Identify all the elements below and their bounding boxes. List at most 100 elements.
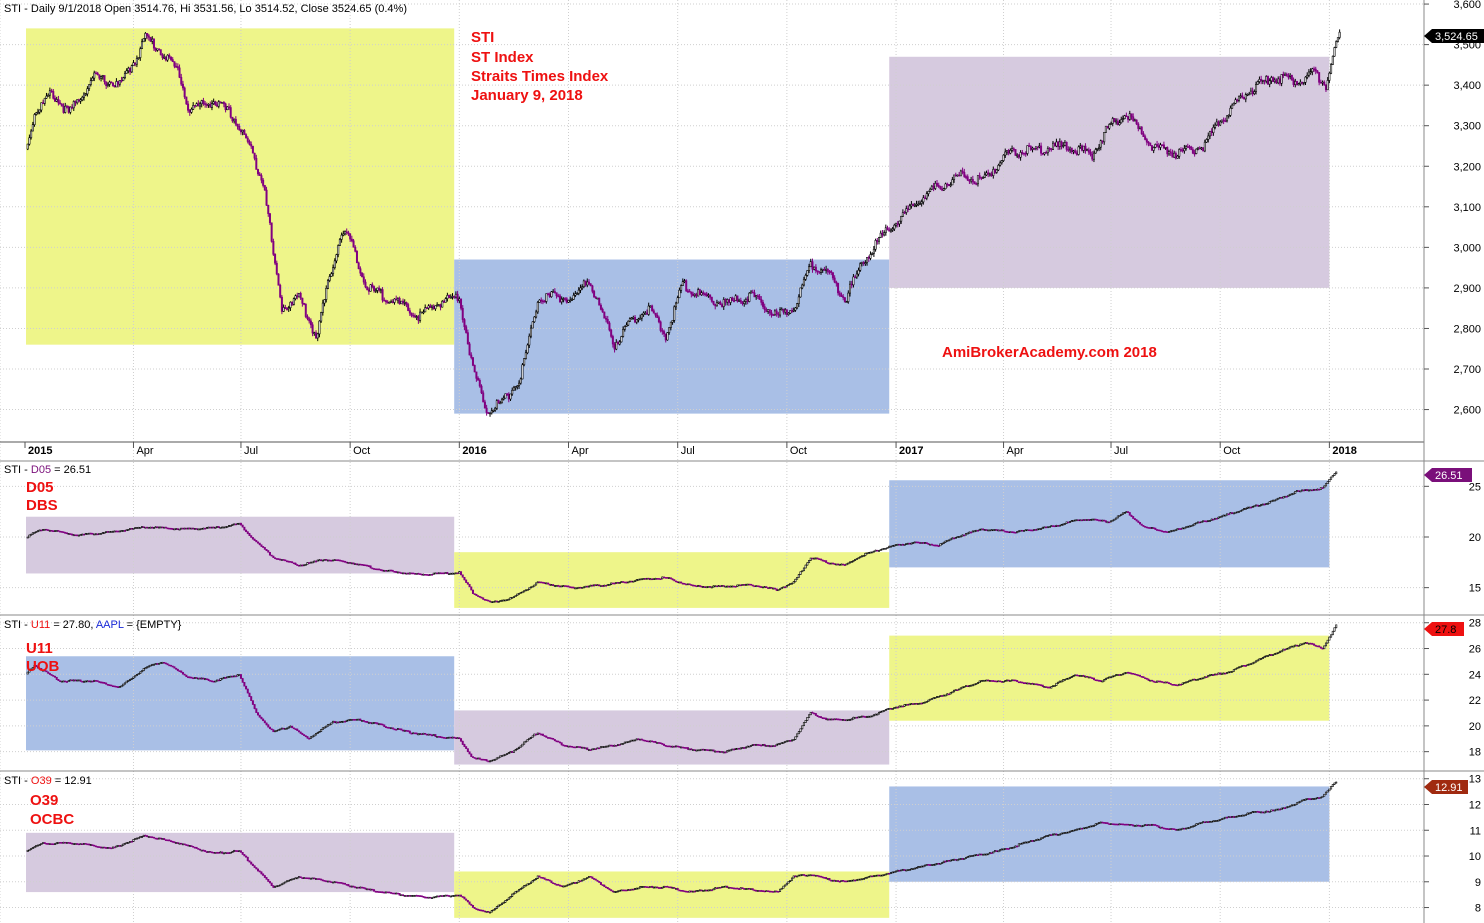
d05-candle-body	[910, 542, 913, 545]
d05-candle-body	[499, 600, 502, 602]
d05-candle-body	[574, 587, 577, 590]
d05-candle-body	[338, 559, 341, 562]
sti-candle-body	[883, 232, 886, 236]
sti-candle-body	[1098, 146, 1101, 149]
d05-candle-body	[635, 579, 638, 581]
d05-candle-body	[149, 526, 152, 529]
d05-candle-body	[1207, 520, 1210, 522]
u11-candle-body	[985, 679, 988, 682]
d05-candle-body	[1166, 531, 1169, 533]
o39-candle-body	[141, 836, 144, 838]
sti-candle-body	[427, 305, 430, 309]
u11-candle-body	[1057, 681, 1060, 684]
u11-candle-body	[267, 724, 270, 728]
sti-candle-body	[611, 336, 614, 345]
d05-candle-body	[550, 584, 553, 586]
d05-candle-body	[420, 573, 423, 576]
d05-candle-body	[42, 529, 45, 531]
u11-candle-body	[57, 679, 60, 681]
d05-candle-body	[64, 532, 67, 534]
u11-candle-body	[867, 716, 870, 718]
u11-candle-body	[1234, 668, 1237, 671]
u11-candle-body	[840, 719, 843, 721]
u11-candle-body	[610, 744, 613, 747]
sti-candle-body	[420, 311, 423, 314]
sti-candle-body	[199, 103, 202, 107]
sti-candle-body	[550, 291, 553, 298]
d05-candle-body	[729, 585, 732, 588]
u11-candle-body	[843, 719, 846, 721]
o39-candle-body	[30, 848, 33, 851]
u11-candle-body	[756, 744, 759, 746]
sti-candle-body	[407, 304, 410, 311]
sti-candle-body	[913, 205, 916, 207]
sti-candle-body	[893, 224, 896, 230]
sti-candle-body	[994, 168, 997, 173]
sti-candle-body	[712, 300, 715, 305]
u11-candle-body	[210, 680, 213, 683]
u11-candle-body	[96, 680, 99, 682]
u11-candle-body	[712, 749, 715, 752]
sti-candle-body	[811, 261, 814, 270]
d05-candle-body	[876, 549, 879, 552]
u11-candle-body	[1246, 664, 1249, 666]
sti-candle-body	[57, 99, 60, 104]
sti-candle-body	[267, 204, 270, 214]
sti-candle-body	[1104, 125, 1107, 133]
sti-candle-body	[763, 306, 766, 310]
o39-candle-body	[202, 849, 205, 852]
u11-candle-body	[591, 748, 594, 751]
u11-candle-body	[263, 720, 266, 724]
sti-candle-body	[1207, 135, 1210, 140]
sti-candle-body	[947, 184, 950, 186]
d05-candle-body	[719, 585, 722, 588]
u11-candle-body	[874, 713, 877, 716]
u11-candle-body	[1202, 677, 1205, 680]
u11-candle-body	[1297, 645, 1300, 647]
sti-candle-body	[1260, 79, 1263, 81]
o39-candle-body	[200, 849, 203, 852]
d05-candle-body	[756, 585, 759, 587]
u11-candle-body	[656, 742, 659, 744]
d05-candle-body	[987, 529, 990, 532]
u11-candle-body	[1024, 682, 1027, 685]
d05-candle-body	[323, 559, 326, 561]
sti-candle-body	[751, 291, 754, 294]
u11-candle-body	[929, 698, 932, 701]
u11-candle-body	[1021, 681, 1024, 684]
o39-candle-body	[54, 843, 57, 845]
d05-candle-body	[698, 585, 701, 587]
sti-candle-body	[69, 106, 72, 113]
u11-candle-body	[359, 718, 362, 721]
sti-candle-body	[620, 336, 623, 343]
d05-candle-body	[772, 587, 775, 590]
d05-candle-body	[1067, 521, 1070, 524]
sti-candle-body	[963, 172, 966, 177]
sti-candle-body	[43, 97, 46, 104]
d05-candle-body	[753, 585, 756, 588]
sti-candle-body	[557, 295, 560, 298]
sti-candle-body	[1241, 95, 1244, 98]
d05-candle-body	[117, 530, 120, 533]
d05-candle-body	[321, 559, 324, 562]
sti-candle-body	[1294, 81, 1297, 85]
sti-candle-body	[1050, 148, 1053, 150]
d05-candle-body	[524, 589, 527, 592]
d05-candle-body	[442, 572, 445, 575]
u11-candle-body	[958, 688, 961, 691]
d05-candle-body	[1258, 505, 1261, 507]
d05-candle-body	[1062, 523, 1065, 526]
d05-candle-body	[599, 585, 602, 587]
sti-candle-body	[1161, 144, 1164, 147]
d05-candle-body	[1323, 485, 1326, 489]
u11-candle-body	[613, 745, 616, 747]
sti-candle-body	[113, 85, 116, 88]
o39-candle-body	[250, 861, 253, 865]
u11-candle-body	[1255, 660, 1258, 663]
sti-candle-body	[772, 314, 775, 316]
u11-candle-body	[231, 675, 234, 678]
sti-candle-body	[1169, 151, 1172, 154]
sti-candle-body	[941, 188, 944, 191]
u11-candle-body	[787, 740, 790, 742]
